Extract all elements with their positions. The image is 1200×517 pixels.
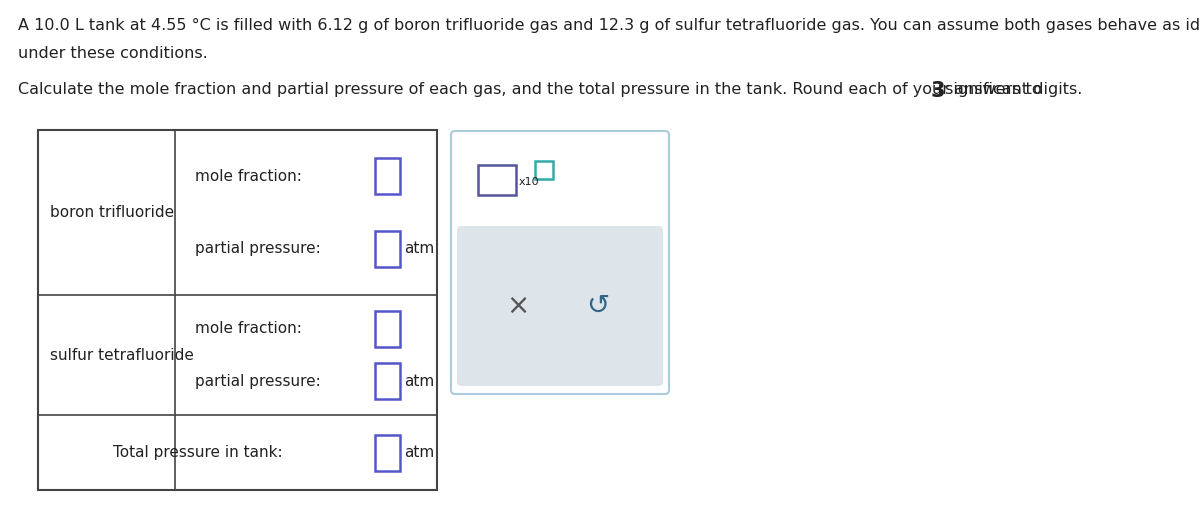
FancyBboxPatch shape [478, 165, 516, 195]
FancyBboxPatch shape [457, 226, 662, 386]
Text: Calculate the mole fraction and partial pressure of each gas, and the total pres: Calculate the mole fraction and partial … [18, 82, 1046, 97]
Text: under these conditions.: under these conditions. [18, 46, 208, 61]
Text: 3: 3 [931, 81, 946, 101]
FancyBboxPatch shape [451, 131, 670, 394]
Text: mole fraction:: mole fraction: [194, 321, 302, 336]
Text: A 10.0 L tank at 4.55 °C is filled with 6.12 g of boron trifluoride gas and 12.3: A 10.0 L tank at 4.55 °C is filled with … [18, 18, 1200, 33]
Text: partial pressure:: partial pressure: [194, 374, 320, 389]
Text: boron trifluoride: boron trifluoride [50, 205, 174, 220]
Text: ↺: ↺ [586, 292, 610, 320]
Text: x10: x10 [520, 177, 540, 187]
Text: sulfur tetrafluoride: sulfur tetrafluoride [50, 347, 194, 362]
Text: atm: atm [404, 445, 434, 460]
Text: significant digits.: significant digits. [941, 82, 1082, 97]
Text: Total pressure in tank:: Total pressure in tank: [113, 445, 282, 460]
FancyBboxPatch shape [374, 311, 400, 346]
Text: atm: atm [404, 374, 434, 389]
Text: ×: × [506, 292, 529, 320]
FancyBboxPatch shape [374, 434, 400, 470]
Text: atm: atm [404, 241, 434, 256]
FancyBboxPatch shape [374, 363, 400, 400]
FancyBboxPatch shape [535, 161, 553, 179]
Text: partial pressure:: partial pressure: [194, 241, 320, 256]
FancyBboxPatch shape [374, 158, 400, 194]
FancyBboxPatch shape [374, 231, 400, 267]
Text: mole fraction:: mole fraction: [194, 169, 302, 184]
